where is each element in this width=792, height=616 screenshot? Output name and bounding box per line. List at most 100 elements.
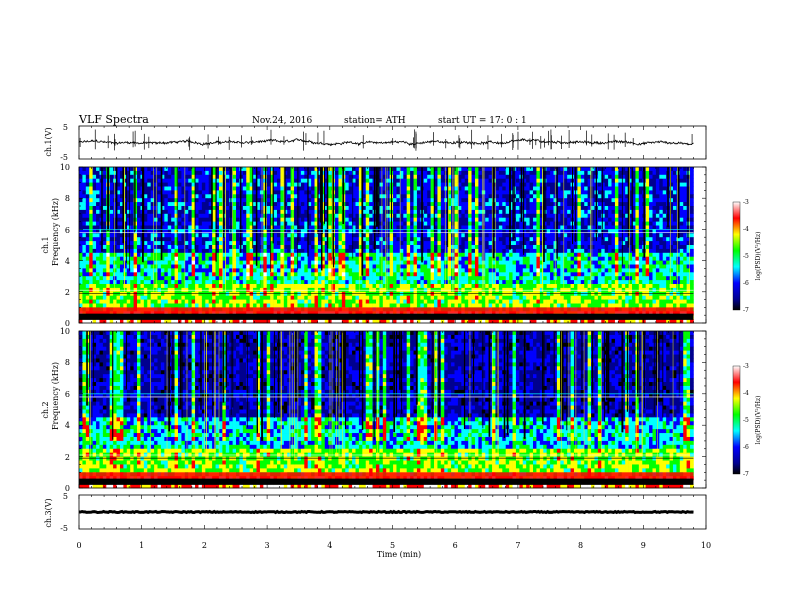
spectrogram-cell — [86, 245, 90, 249]
spectrogram-cell — [106, 276, 110, 280]
spectrogram-cell — [369, 253, 373, 257]
spectrogram-cell — [328, 202, 332, 206]
spectrogram-cell — [366, 206, 370, 210]
spectrogram-cell — [414, 268, 418, 272]
spectrogram-cell — [263, 245, 267, 249]
spectrogram-cell — [437, 272, 441, 276]
spectrogram-cell — [130, 284, 134, 288]
spectrogram-cell — [164, 261, 168, 265]
spectrogram-cell — [448, 171, 452, 175]
spectrogram-cell — [110, 218, 114, 222]
spectrogram-cell — [321, 300, 325, 304]
spectrogram-cell — [277, 202, 281, 206]
spectrogram-cell — [212, 304, 216, 308]
spectrogram-cell — [335, 261, 339, 265]
spectrogram-cell — [246, 167, 250, 171]
spectrogram-cell — [96, 167, 100, 171]
spectrogram-cell — [96, 265, 100, 269]
spectrogram-cell — [233, 280, 237, 284]
spectrogram-cell — [475, 210, 479, 214]
spectrogram-cell — [280, 229, 284, 233]
spectrogram-cell — [431, 253, 435, 257]
spectrogram-cell — [82, 300, 86, 304]
spectrogram-cell — [403, 265, 407, 269]
spectrogram-cell — [448, 179, 452, 183]
spectrogram-cell — [89, 292, 93, 296]
spectrogram-cell — [212, 284, 216, 288]
spectrogram-cell — [492, 272, 496, 276]
spectrogram-cell — [205, 179, 209, 183]
spectrogram-cell — [202, 296, 206, 300]
spectrogram-cell — [287, 222, 291, 226]
spectrogram-cell — [417, 268, 421, 272]
spectrogram-cell — [99, 304, 103, 308]
spectrogram-cell — [205, 190, 209, 194]
spectrogram-cell — [427, 300, 431, 304]
spectrogram-cell — [103, 210, 107, 214]
spectrogram-cell — [93, 268, 97, 272]
spectrogram-cell — [219, 304, 223, 308]
spectrogram-cell — [379, 222, 383, 226]
spectrogram-cell — [130, 171, 134, 175]
spectrogram-cell — [294, 284, 298, 288]
spectrogram-cell — [147, 179, 151, 183]
spectrogram-cell — [379, 179, 383, 183]
spectrogram-cell — [441, 210, 445, 214]
spectrogram-cell — [379, 210, 383, 214]
spectrogram-cell — [137, 202, 141, 206]
spectrogram-cell — [226, 276, 230, 280]
spectrogram-cell — [219, 233, 223, 237]
spectrogram-cell — [287, 179, 291, 183]
spectrogram-cell — [274, 218, 278, 222]
spectrogram-cell — [373, 296, 377, 300]
spectrogram-cell — [106, 253, 110, 257]
spectrogram-cell — [366, 210, 370, 214]
spectrogram-cell — [226, 179, 230, 183]
spectrogram-cell — [267, 179, 271, 183]
spectrogram-cell — [482, 296, 486, 300]
spectrogram-cell — [287, 253, 291, 257]
spectrogram-cell — [441, 222, 445, 226]
spectrogram-cell — [219, 222, 223, 226]
spectrogram-cell — [376, 233, 380, 237]
spectrogram-cell — [332, 296, 336, 300]
spectrogram-cell — [277, 284, 281, 288]
spectrogram-cell — [144, 190, 148, 194]
spectrogram-cell — [110, 210, 114, 214]
spectrogram-cell — [236, 300, 240, 304]
spectrogram-cell — [158, 249, 162, 253]
spectrogram-cell — [280, 183, 284, 187]
spectrogram-cell — [192, 249, 196, 253]
spectrogram-cell — [86, 198, 90, 202]
spectrogram-cell — [427, 218, 431, 222]
spectrogram-cell — [168, 241, 172, 245]
spectrogram-cell — [338, 233, 342, 237]
spectrogram-cell — [123, 276, 127, 280]
spectrogram-cell — [403, 253, 407, 257]
spectrogram-cell — [233, 175, 237, 179]
spectrogram-cell — [461, 171, 465, 175]
spectrogram-cell — [431, 249, 435, 253]
spectrogram-cell — [117, 272, 121, 276]
spectrogram-cell — [311, 268, 315, 272]
spectrogram-cell — [472, 272, 476, 276]
spectrogram-cell — [130, 280, 134, 284]
spectrogram-cell — [465, 222, 469, 226]
spectrogram-cell — [185, 190, 189, 194]
spectrogram-cell — [110, 265, 114, 269]
spectrogram-cell — [373, 253, 377, 257]
spectrogram-cell — [441, 284, 445, 288]
spectrogram-cell — [465, 233, 469, 237]
spectrogram-cell — [485, 202, 489, 206]
spectrogram-cell — [96, 214, 100, 218]
spectrogram-cell — [342, 280, 346, 284]
spectrogram-cell — [253, 300, 257, 304]
spectrogram-cell — [475, 229, 479, 233]
spectrogram-cell — [465, 296, 469, 300]
spectrogram-cell — [93, 284, 97, 288]
spectrogram-cell — [93, 253, 97, 257]
spectrogram-cell — [437, 245, 441, 249]
spectrogram-cell — [499, 171, 503, 175]
spectrogram-cell — [89, 179, 93, 183]
spectrogram-cell — [311, 198, 315, 202]
